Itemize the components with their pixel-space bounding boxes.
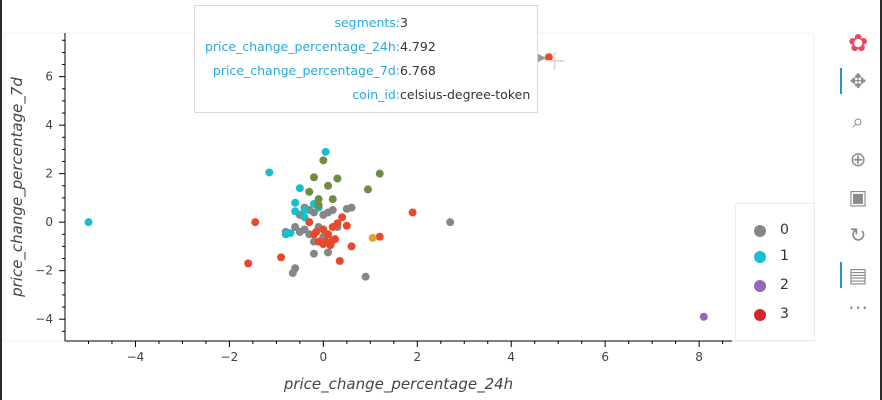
data-point [333,219,342,228]
data-point [375,232,384,241]
data-point [295,184,304,193]
data-point [324,230,333,239]
data-point [319,210,328,219]
legend-label: 1 [780,248,789,264]
x-tick-label: 6 [601,350,609,364]
data-point [265,168,274,177]
data-point [328,206,337,215]
data-point [446,218,455,227]
legend-label: 3 [780,306,789,322]
legend-item-3[interactable]: 3 [736,303,814,327]
data-point [347,242,356,251]
legend-swatch [754,309,766,321]
data-point [408,208,417,217]
data-point [309,173,318,182]
data-point [321,147,330,156]
tooltip-key: price_change_percentage_24h: [204,39,400,54]
data-point [324,248,333,257]
tooltip-row-7d: price_change_percentage_7d: 6.768 [195,63,537,83]
x-tick-label: −4 [127,350,145,364]
data-point [300,206,309,215]
data-point [342,221,351,230]
tooltip-value: 3 [400,15,408,30]
data-point [333,174,342,183]
y-axis-label: price_change_percentage_7d [8,77,27,298]
data-point [291,207,300,216]
legend: 0 1 2 3 [735,203,815,341]
data-point [375,169,384,178]
data-point [328,195,337,204]
data-point [361,272,370,281]
data-point [281,230,290,239]
tooltip-key: price_change_percentage_7d: [212,63,400,78]
hover-tooltip: segments: 3 price_change_percentage_24h:… [194,5,538,113]
reset-icon[interactable]: ↻ [849,223,867,247]
legend-swatch [754,225,766,237]
tooltip-value: celsius-degree-token [400,87,531,102]
y-tick-label: 6 [45,70,53,84]
y-tick-label: 0 [45,215,53,229]
data-point [305,218,314,227]
data-point [347,203,356,212]
data-point [338,213,347,222]
tooltip-row-24h: price_change_percentage_24h: 4.792 [195,39,537,59]
data-point [244,259,253,268]
data-point [309,249,318,258]
chart-toolbar: ✿ ✥ ⌕ ⊕ ▣ ↻ ▤ ⋯ [838,28,878,328]
tooltip-row-coin-id: coin_id: celsius-degree-token [195,87,537,107]
legend-label: 0 [780,222,789,238]
more-icon[interactable]: ⋯ [848,295,868,319]
legend-label: 2 [780,277,789,293]
pan-icon[interactable]: ✥ [840,66,876,96]
data-point [291,198,300,207]
x-tick-label: 0 [320,350,328,364]
data-point [363,185,372,194]
data-point [251,218,260,227]
x-tick-label: 8 [695,350,703,364]
data-point [368,233,377,242]
data-point [335,256,344,265]
tooltip-value: 4.792 [400,39,436,54]
x-tick-label: 4 [507,350,515,364]
data-point [331,235,340,244]
y-tick-label: 4 [45,118,53,132]
data-point [314,195,323,204]
box-zoom-icon[interactable]: ⌕ [852,109,864,133]
data-point [84,218,93,227]
legend-item-2[interactable]: 2 [736,274,814,298]
wheel-zoom-icon[interactable]: ⊕ [849,147,867,171]
hover-icon[interactable]: ▤ [840,260,876,290]
tooltip-key: segments: [334,15,400,30]
x-axis-label: price_change_percentage_24h [283,375,513,394]
data-point [288,269,297,278]
legend-item-1[interactable]: 1 [736,245,814,269]
tooltip-row-segments: segments: 3 [195,15,537,35]
data-point [295,227,304,236]
legend-swatch [754,280,766,292]
legend-swatch [754,251,766,263]
y-tick-label: 2 [45,167,53,181]
data-point [321,237,330,246]
x-tick-label: −2 [221,350,239,364]
data-point [544,53,553,62]
data-point [699,312,708,321]
data-point [312,227,321,236]
x-tick-label: 2 [413,350,421,364]
tooltip-key: coin_id: [352,87,400,102]
data-point [314,201,323,210]
data-point [305,187,314,196]
tooltip-value: 6.768 [400,63,436,78]
y-tick-label: −4 [35,312,53,326]
data-point [277,253,286,262]
legend-item-0[interactable]: 0 [736,219,814,243]
save-icon[interactable]: ▣ [848,185,868,209]
bokeh-logo-icon[interactable]: ✿ [847,29,869,57]
y-tick-label: −2 [35,264,53,278]
data-point [324,181,333,190]
data-point [319,156,328,165]
